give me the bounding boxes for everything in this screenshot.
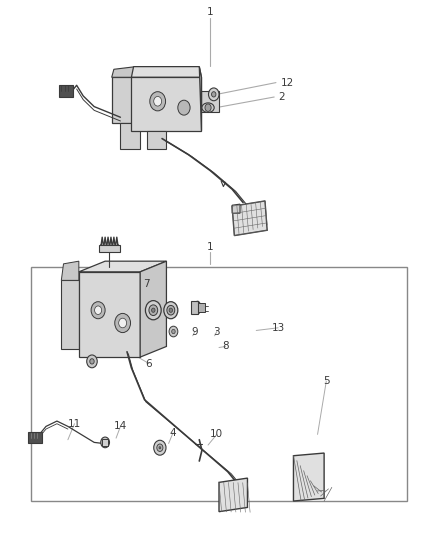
Polygon shape — [61, 280, 79, 349]
Circle shape — [159, 447, 161, 449]
Text: 3: 3 — [213, 327, 220, 336]
Text: 10: 10 — [210, 430, 223, 439]
Circle shape — [205, 104, 211, 111]
Bar — [59, 85, 73, 97]
Polygon shape — [231, 482, 240, 491]
Polygon shape — [79, 272, 140, 357]
Polygon shape — [147, 131, 166, 149]
Text: 13: 13 — [272, 323, 285, 333]
Circle shape — [101, 437, 110, 448]
Text: 8: 8 — [222, 342, 229, 351]
Circle shape — [157, 444, 163, 451]
Text: 2: 2 — [279, 92, 285, 102]
Ellipse shape — [202, 103, 214, 112]
Polygon shape — [120, 123, 140, 149]
Polygon shape — [219, 478, 247, 512]
Polygon shape — [232, 201, 267, 236]
Circle shape — [172, 329, 175, 334]
Bar — [28, 432, 42, 443]
Polygon shape — [112, 67, 136, 77]
Circle shape — [149, 305, 158, 316]
Bar — [198, 303, 205, 312]
Circle shape — [90, 359, 94, 364]
Text: 6: 6 — [145, 359, 152, 368]
Polygon shape — [201, 91, 219, 112]
Text: 4: 4 — [170, 428, 177, 438]
Polygon shape — [293, 453, 324, 501]
Text: 9: 9 — [191, 327, 198, 336]
Text: 1: 1 — [207, 241, 214, 252]
Ellipse shape — [194, 301, 201, 314]
Text: 12: 12 — [280, 78, 293, 87]
Polygon shape — [112, 77, 136, 123]
Circle shape — [164, 302, 178, 319]
Text: 14: 14 — [114, 422, 127, 431]
Circle shape — [178, 100, 190, 115]
Circle shape — [154, 96, 162, 106]
Circle shape — [115, 313, 131, 333]
Text: 5: 5 — [323, 376, 330, 386]
Polygon shape — [140, 261, 166, 357]
Circle shape — [169, 308, 173, 312]
Circle shape — [154, 440, 166, 455]
Polygon shape — [131, 77, 201, 131]
Bar — [191, 301, 198, 314]
Text: 7: 7 — [143, 279, 150, 288]
Circle shape — [145, 301, 161, 320]
Circle shape — [208, 88, 219, 101]
Circle shape — [95, 306, 102, 314]
Polygon shape — [199, 67, 201, 131]
Polygon shape — [61, 261, 79, 280]
Circle shape — [167, 305, 175, 315]
Bar — [31, 266, 407, 501]
Polygon shape — [131, 67, 201, 77]
Polygon shape — [232, 204, 240, 213]
Circle shape — [91, 302, 105, 319]
Circle shape — [212, 92, 216, 97]
Bar — [99, 245, 120, 252]
Circle shape — [152, 308, 155, 312]
Circle shape — [119, 318, 127, 328]
Polygon shape — [79, 261, 166, 272]
Text: 11: 11 — [68, 419, 81, 429]
Circle shape — [87, 355, 97, 368]
Circle shape — [150, 92, 166, 111]
Bar — [102, 439, 108, 446]
Text: 1: 1 — [207, 7, 214, 17]
Circle shape — [169, 326, 178, 337]
